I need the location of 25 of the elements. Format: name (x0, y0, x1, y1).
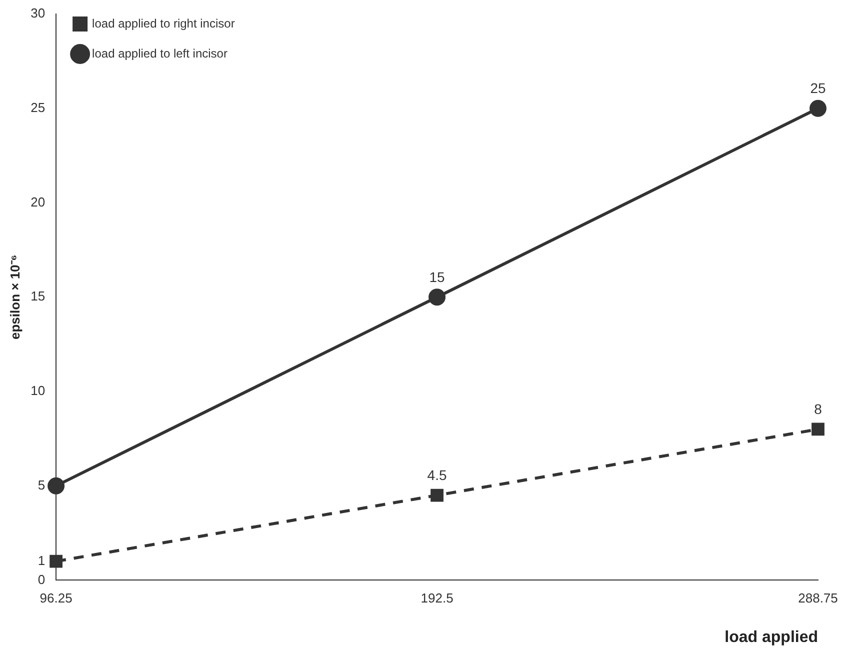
data-label: 4.5 (427, 467, 447, 484)
y-tick-label: 30 (30, 6, 46, 21)
point (50, 554, 63, 568)
data-label: 25 (810, 80, 826, 96)
y-tick-label: 1 (38, 552, 46, 568)
point (810, 100, 826, 117)
data-label: 8 (814, 401, 822, 418)
legend-label: load applied to right incisor (92, 16, 235, 30)
x-tick-label: 192.5 (420, 590, 454, 606)
y-tick-label: 25 (30, 100, 46, 115)
point (812, 422, 824, 436)
point (48, 477, 65, 494)
y-tick-label: 20 (30, 194, 46, 210)
point (428, 288, 446, 306)
y-tick-label: 0 (38, 572, 46, 587)
data-label: 15 (429, 268, 446, 285)
x-axis-title: load applied (724, 628, 818, 646)
point (430, 488, 444, 502)
x-tick-label: 96.25 (40, 590, 72, 606)
y-tick-label: 10 (30, 383, 46, 398)
x-tick-label: 288.75 (798, 590, 838, 606)
y-tick-label: 5 (38, 477, 46, 492)
y-axis-title: epsilon × 10⁻⁶ (7, 254, 22, 340)
y-tick-label: 15 (30, 288, 46, 304)
legend-label: load applied to left incisor (92, 46, 228, 60)
